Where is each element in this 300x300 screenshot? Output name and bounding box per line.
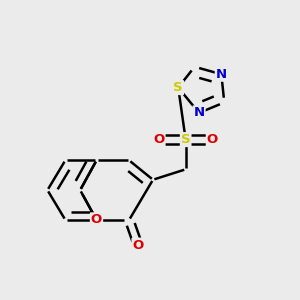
- Text: S: S: [173, 81, 183, 94]
- Text: N: N: [194, 106, 205, 119]
- Text: O: O: [91, 213, 102, 226]
- Text: O: O: [153, 133, 164, 146]
- Text: O: O: [207, 133, 218, 146]
- Text: S: S: [181, 133, 190, 146]
- Text: O: O: [133, 238, 144, 252]
- Text: N: N: [216, 68, 227, 81]
